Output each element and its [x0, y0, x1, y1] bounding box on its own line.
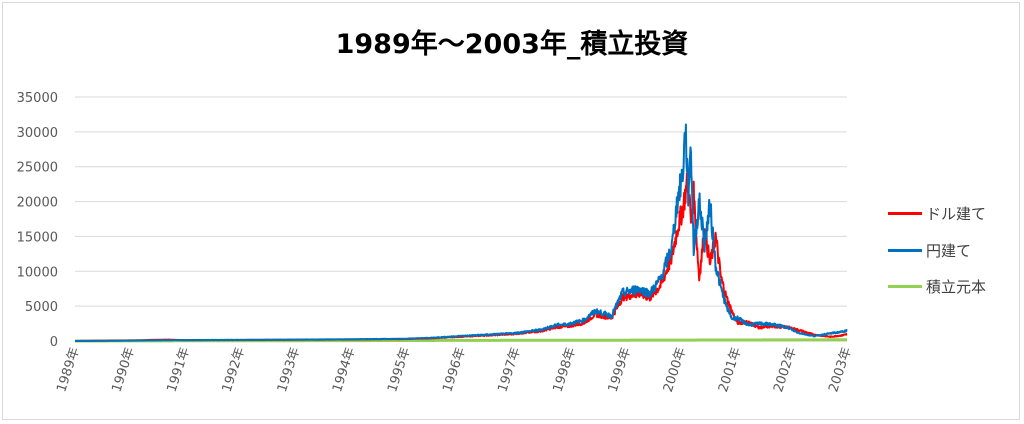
- x-tick-label: 1995年: [385, 346, 414, 394]
- y-tick-label: 25000: [17, 161, 58, 176]
- legend-label: 円建て: [926, 241, 972, 260]
- x-tick-label: 1993年: [275, 346, 304, 394]
- y-axis-ticks: 0 5000 10000 15000 20000 25000 30000 35000: [17, 91, 58, 350]
- x-tick-label: 2001年: [716, 346, 745, 394]
- y-tick-label: 35000: [17, 91, 58, 106]
- legend-swatch: [888, 211, 922, 215]
- x-tick-label: 2002年: [771, 346, 800, 394]
- legend-item-series-1[interactable]: ドル建て: [888, 203, 986, 223]
- x-tick-label: 1992年: [220, 346, 249, 394]
- x-tick-label: 1989年: [54, 346, 83, 394]
- y-tick-label: 0: [50, 335, 58, 350]
- x-tick-label: 1998年: [551, 346, 580, 394]
- y-tick-label: 20000: [17, 196, 58, 211]
- legend-swatch: [888, 248, 922, 252]
- x-axis-ticks: 1989年 1990年 1991年 1992年 1993年 1994年 1995年 1996年…: [54, 346, 855, 394]
- legend-swatch: [888, 284, 922, 288]
- x-tick-label: 1999年: [606, 346, 635, 394]
- x-tick-label: 1990年: [109, 346, 138, 394]
- x-tick-label: 1994年: [330, 346, 359, 394]
- y-tick-label: 15000: [17, 230, 58, 245]
- legend-item-series-3[interactable]: 積立元本: [888, 276, 986, 296]
- x-tick-label: 2000年: [661, 346, 690, 394]
- chart-title: 1989年～2003年_積立投資: [335, 29, 689, 60]
- y-tick-label: 10000: [17, 265, 58, 280]
- y-tick-label: 30000: [17, 126, 58, 141]
- gridlines: [75, 96, 847, 342]
- legend-item-series-2[interactable]: 円建て: [888, 240, 971, 260]
- y-tick-label: 5000: [25, 300, 58, 315]
- legend-label: 積立元本: [926, 277, 987, 296]
- series-lines: [74, 123, 848, 343]
- x-tick-label: 1996年: [440, 346, 469, 394]
- x-tick-label: 2003年: [826, 346, 855, 394]
- x-tick-label: 1991年: [165, 346, 194, 394]
- legend-label: ドル建て: [926, 204, 987, 223]
- series-jpy-line: [74, 123, 848, 342]
- x-tick-label: 1997年: [495, 346, 524, 394]
